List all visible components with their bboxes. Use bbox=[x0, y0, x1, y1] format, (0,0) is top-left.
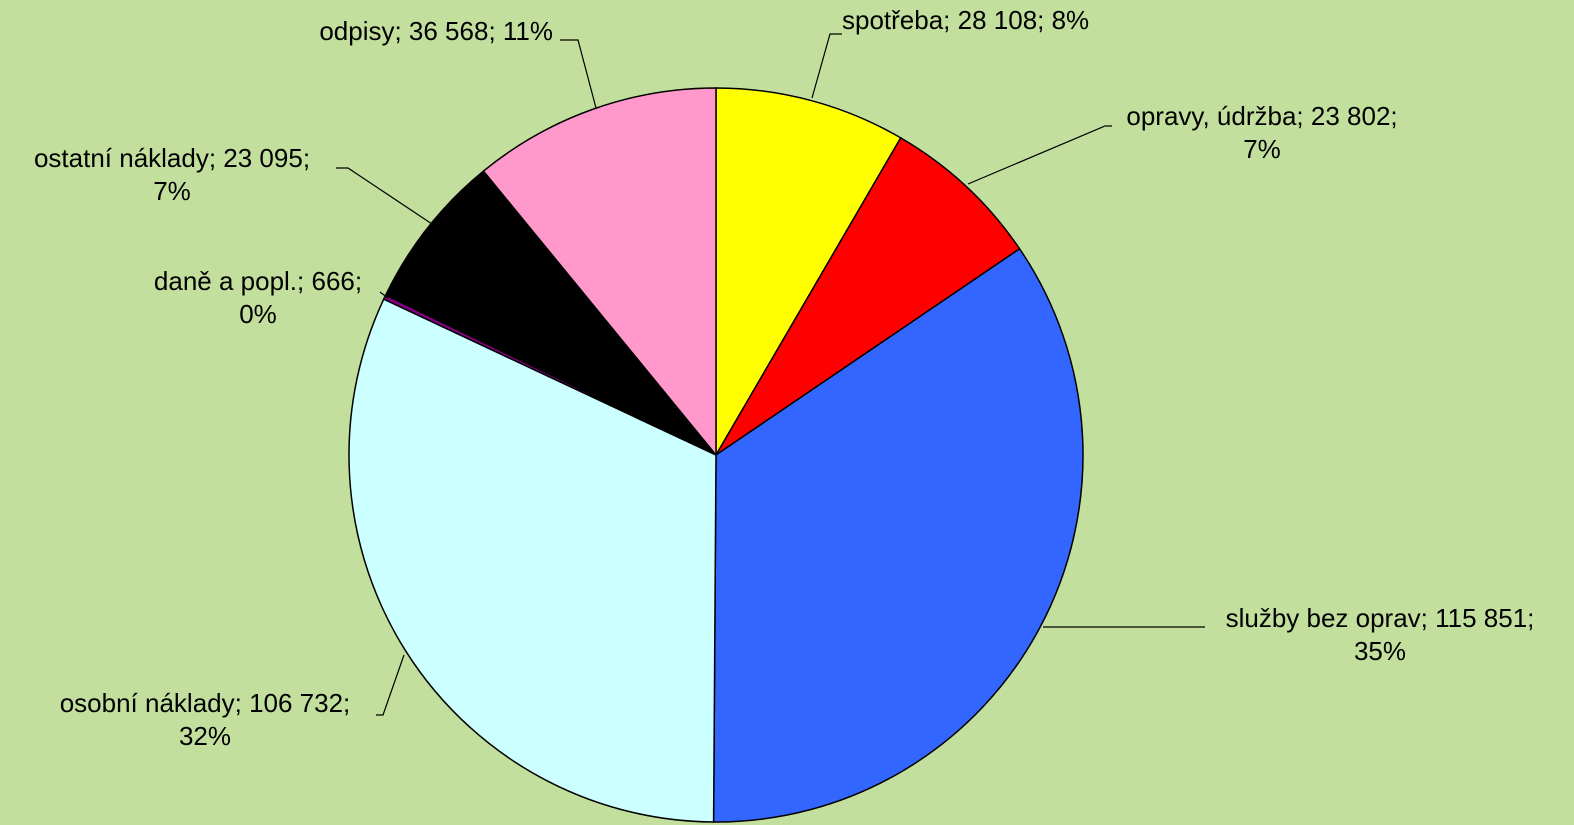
leader-line bbox=[379, 291, 389, 299]
leader-line bbox=[967, 125, 1112, 185]
pie-slice bbox=[348, 298, 717, 823]
leader-line bbox=[560, 39, 597, 109]
data-label: 32% bbox=[179, 721, 231, 751]
data-label: 35% bbox=[1354, 636, 1406, 666]
data-label: 0% bbox=[239, 299, 277, 329]
pie-slice bbox=[715, 136, 1021, 456]
leader-line bbox=[811, 33, 842, 99]
pie-slice bbox=[715, 87, 902, 458]
data-label: odpisy; 36 568; 11% bbox=[319, 16, 553, 46]
data-label: ostatní náklady; 23 095; bbox=[34, 143, 310, 173]
data-label: opravy, údržba; 23 802; bbox=[1126, 101, 1397, 131]
pie-slice bbox=[384, 170, 717, 456]
data-label: služby bez oprav; 115 851; bbox=[1226, 603, 1535, 633]
pie-slice bbox=[482, 87, 717, 458]
leader-line bbox=[336, 167, 433, 225]
data-label: 7% bbox=[1243, 134, 1281, 164]
data-label: osobní náklady; 106 732; bbox=[60, 688, 351, 718]
data-label: daně a popl.; 666; bbox=[154, 266, 362, 296]
pie-slice bbox=[712, 247, 1084, 823]
leader-line bbox=[376, 654, 405, 716]
data-label: spotřeba; 28 108; 8% bbox=[842, 5, 1089, 35]
data-label: 7% bbox=[153, 176, 191, 206]
